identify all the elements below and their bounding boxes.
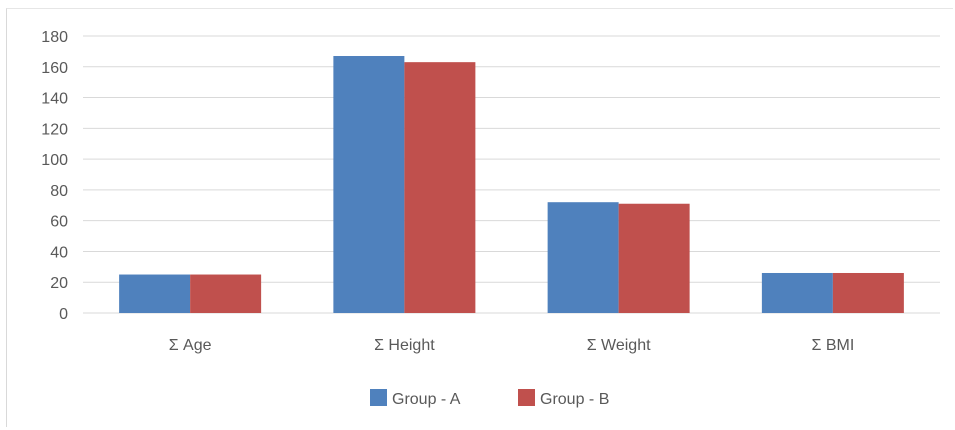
y-tick-label: 100 bbox=[41, 152, 68, 169]
y-tick-label: 140 bbox=[41, 91, 68, 108]
y-tick-label: 40 bbox=[50, 244, 68, 261]
chart-area bbox=[6, 8, 953, 427]
x-category-label: Σ Age bbox=[169, 337, 212, 354]
bar-group-b bbox=[618, 203, 690, 313]
y-tick-label: 20 bbox=[50, 275, 68, 292]
x-category-label: Σ Weight bbox=[587, 337, 651, 354]
gridlines bbox=[83, 35, 940, 314]
legend-label-group-b: Group - B bbox=[540, 391, 609, 408]
bar-group-a bbox=[333, 56, 405, 313]
bar-group-b bbox=[404, 62, 476, 314]
bar-group-a bbox=[761, 272, 833, 313]
bar-group-b bbox=[832, 272, 904, 313]
legend: Group - A Group - B bbox=[370, 389, 609, 408]
y-tick-label: 160 bbox=[41, 60, 68, 77]
y-tick-label: 180 bbox=[41, 29, 68, 46]
x-category-label: Σ BMI bbox=[811, 337, 854, 354]
y-tick-label: 60 bbox=[50, 214, 68, 231]
legend-swatch-group-b bbox=[518, 389, 535, 406]
y-axis-tick-labels: 0 20 40 60 80 100 120 140 160 180 bbox=[41, 29, 68, 323]
legend-swatch-group-a bbox=[370, 389, 387, 406]
x-axis-category-labels: Σ Age Σ Height Σ Weight Σ BMI bbox=[169, 337, 855, 354]
legend-label-group-a: Group - A bbox=[392, 391, 461, 408]
bars bbox=[119, 56, 904, 314]
x-category-label: Σ Height bbox=[374, 337, 435, 354]
y-tick-label: 0 bbox=[59, 306, 68, 323]
y-tick-label: 80 bbox=[50, 183, 68, 200]
bar-group-b bbox=[190, 274, 262, 313]
bar-group-a bbox=[119, 274, 191, 313]
y-tick-label: 120 bbox=[41, 121, 68, 138]
bar-group-a bbox=[547, 202, 619, 313]
